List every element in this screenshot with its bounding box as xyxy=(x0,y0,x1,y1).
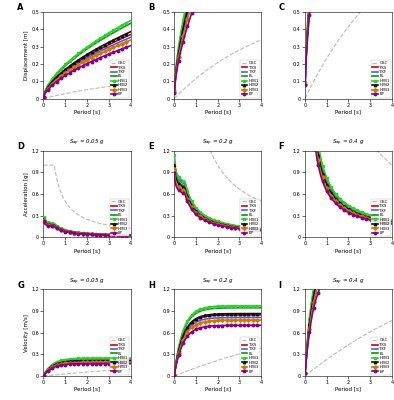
Text: D: D xyxy=(17,142,24,151)
Y-axis label: Acceleration [g]: Acceleration [g] xyxy=(24,172,29,216)
Y-axis label: Velocity [m/s]: Velocity [m/s] xyxy=(24,314,29,352)
Text: E: E xyxy=(148,142,154,151)
Y-axis label: Displacement [m]: Displacement [m] xyxy=(24,30,29,80)
Legend: GSC, TKS, TKF, EL, HYB1, HYB2, HYB3, EP: GSC, TKS, TKF, EL, HYB1, HYB2, HYB3, EP xyxy=(371,337,391,375)
Text: B: B xyxy=(148,3,154,12)
X-axis label: Period [s]: Period [s] xyxy=(205,386,230,392)
Legend: GSC, TKS, TKF, EL, HYB1, HYB2, HYB3, EP: GSC, TKS, TKF, EL, HYB1, HYB2, HYB3, EP xyxy=(371,60,391,98)
Legend: GSC, TKS, TKF, EL, HYB1, HYB2, HYB3, EP: GSC, TKS, TKF, EL, HYB1, HYB2, HYB3, EP xyxy=(110,337,129,375)
Text: G: G xyxy=(17,281,24,290)
Text: H: H xyxy=(148,281,155,290)
X-axis label: Period [s]: Period [s] xyxy=(74,248,100,253)
Text: I: I xyxy=(279,281,282,290)
Text: $S_{ap}$ = 0.4 g: $S_{ap}$ = 0.4 g xyxy=(332,138,364,148)
Text: $S_{ap}$ = 0.2 g: $S_{ap}$ = 0.2 g xyxy=(202,138,234,148)
Text: $S_{ap}$ = 0.05 g: $S_{ap}$ = 0.05 g xyxy=(69,276,105,286)
X-axis label: Period [s]: Period [s] xyxy=(74,386,100,392)
Legend: GSC, TKS, TKF, EL, HYB1, HYB2, HYB3, EP: GSC, TKS, TKF, EL, HYB1, HYB2, HYB3, EP xyxy=(240,60,260,98)
Text: A: A xyxy=(17,3,24,12)
Legend: GSC, TKS, TKF, EL, HYB1, HYB2, HYB3, EP: GSC, TKS, TKF, EL, HYB1, HYB2, HYB3, EP xyxy=(110,60,129,98)
Text: F: F xyxy=(279,142,284,151)
Legend: GSC, TKS, TKF, EL, HYB1, HYB2, HYB3, EP: GSC, TKS, TKF, EL, HYB1, HYB2, HYB3, EP xyxy=(371,198,391,236)
Legend: GSC, TKS, TKF, EL, HYB1, HYB2, HYB3, EP: GSC, TKS, TKF, EL, HYB1, HYB2, HYB3, EP xyxy=(110,198,129,236)
Legend: GSC, TKS, TKF, EL, HYB1, HYB2, HYB3, EP: GSC, TKS, TKF, EL, HYB1, HYB2, HYB3, EP xyxy=(240,337,260,375)
Text: C: C xyxy=(279,3,285,12)
Legend: GSC, TKS, TKF, EL, HYB1, HYB2, HYB3, EP: GSC, TKS, TKF, EL, HYB1, HYB2, HYB3, EP xyxy=(240,198,260,236)
Text: $S_{ap}$ = 0.2 g: $S_{ap}$ = 0.2 g xyxy=(202,276,234,286)
X-axis label: Period [s]: Period [s] xyxy=(205,248,230,253)
Text: $S_{ap}$ = 0.4 g: $S_{ap}$ = 0.4 g xyxy=(332,276,364,286)
X-axis label: Period [s]: Period [s] xyxy=(74,109,100,114)
Text: $S_{ap}$ = 0.05 g: $S_{ap}$ = 0.05 g xyxy=(69,138,105,148)
X-axis label: Period [s]: Period [s] xyxy=(335,248,361,253)
X-axis label: Period [s]: Period [s] xyxy=(335,109,361,114)
X-axis label: Period [s]: Period [s] xyxy=(335,386,361,392)
X-axis label: Period [s]: Period [s] xyxy=(205,109,230,114)
